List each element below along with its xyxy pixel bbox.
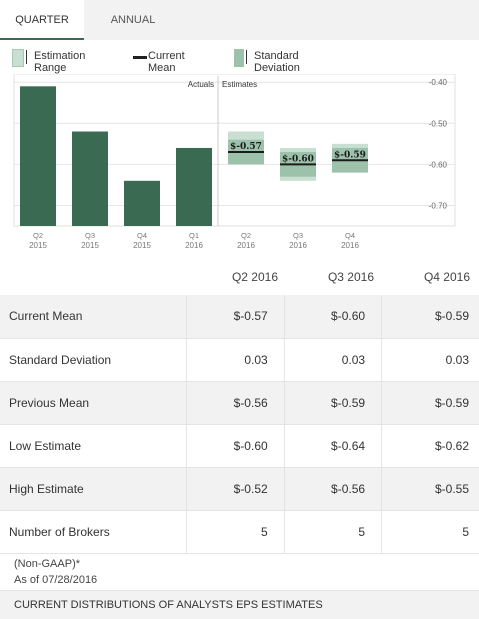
row-label: High Estimate	[0, 467, 187, 511]
table-row: High Estimate $-0.52 $-0.56 $-0.55	[0, 467, 479, 511]
col-header-q3-2016: Q3 2016	[327, 270, 374, 284]
cell-value: 5	[381, 510, 479, 554]
plot-frame	[13, 74, 456, 227]
table-row: Current Mean $-0.57 $-0.60 $-0.59	[0, 295, 479, 339]
current-mean-swatch	[133, 56, 147, 59]
legend-current-mean: Current Mean	[148, 50, 185, 74]
estimates-label: Estimates	[222, 80, 257, 89]
table-row: Low Estimate $-0.60 $-0.64 $-0.62	[0, 424, 479, 468]
estimates-table: Current Mean $-0.57 $-0.60 $-0.59 Standa…	[0, 295, 479, 554]
cell-value: $-0.52	[186, 467, 285, 511]
eps-chart: -0.40 -0.50 -0.60 -0.70 Actuals Estimates $-0.…	[0, 74, 479, 260]
x-tick-year: 2016	[185, 241, 203, 250]
estimation-range-tick	[26, 50, 27, 64]
cell-value: $-0.60	[283, 295, 382, 339]
actual-bar	[72, 131, 108, 226]
x-tick-quarter: Q4	[345, 231, 355, 240]
table-row: Standard Deviation 0.03 0.03 0.03	[0, 338, 479, 382]
x-tick-year: 2016	[289, 241, 307, 250]
cell-value: $-0.59	[381, 381, 479, 425]
cell-value: 5	[186, 510, 285, 554]
cell-value: $-0.60	[186, 424, 285, 468]
cell-value: 0.03	[283, 338, 382, 382]
actual-bar	[20, 86, 56, 226]
cell-value: $-0.62	[381, 424, 479, 468]
mean-data-label: $-0.59	[334, 150, 366, 160]
cell-value: $-0.55	[381, 467, 479, 511]
cell-value: $-0.59	[283, 381, 382, 425]
mean-data-label: $-0.57	[230, 142, 262, 152]
x-tick-quarter: Q1	[189, 231, 199, 240]
x-tick-year: 2015	[133, 241, 151, 250]
non-gaap-note: (Non-GAAP)*	[14, 558, 81, 570]
row-label: Standard Deviation	[0, 338, 187, 382]
cell-value: $-0.57	[186, 295, 285, 339]
actual-bar	[176, 147, 212, 226]
x-tick-quarter: Q3	[85, 231, 95, 240]
y-tick-label: -0.60	[429, 160, 448, 169]
actuals-label: Actuals	[188, 80, 214, 89]
cell-value: 5	[283, 510, 382, 554]
table-column-headers: Q2 2016 Q3 2016 Q4 2016	[0, 262, 479, 292]
actual-bar	[124, 180, 160, 226]
row-label: Previous Mean	[0, 381, 187, 425]
standard-deviation-tick	[246, 50, 247, 64]
x-tick-year: 2015	[29, 241, 47, 250]
x-tick-year: 2016	[237, 241, 255, 250]
x-tick-year: 2016	[341, 241, 359, 250]
as-of-date: As of 07/28/2016	[14, 574, 98, 586]
eps-chart-svg: -0.40 -0.50 -0.60 -0.70 Actuals Estimates $-0.…	[13, 74, 456, 250]
cell-value: $-0.56	[186, 381, 285, 425]
cell-value: $-0.64	[283, 424, 382, 468]
x-tick-quarter: Q2	[33, 231, 43, 240]
cell-value: 0.03	[186, 338, 285, 382]
legend-estimation-range: Estimation Range	[34, 50, 86, 74]
row-label: Current Mean	[0, 295, 187, 339]
cell-value: 0.03	[381, 338, 479, 382]
x-tick-quarter: Q4	[137, 231, 147, 240]
col-header-q4-2016: Q4 2016	[423, 270, 470, 284]
col-header-q2-2016: Q2 2016	[231, 270, 278, 284]
estimation-range-swatch	[12, 49, 24, 67]
y-tick-label: -0.40	[429, 78, 448, 87]
period-tabs: QUARTER ANNUAL	[0, 0, 479, 40]
row-label: Low Estimate	[0, 424, 187, 468]
tab-annual[interactable]: ANNUAL	[110, 14, 156, 26]
table-row: Number of Brokers 5 5 5	[0, 510, 479, 554]
footnote: (Non-GAAP)* As of 07/28/2016	[14, 556, 97, 588]
table-row: Previous Mean $-0.56 $-0.59 $-0.59	[0, 381, 479, 425]
cell-value: $-0.59	[381, 295, 479, 339]
x-tick-quarter: Q3	[293, 231, 303, 240]
distributions-section-header[interactable]: CURRENT DISTRIBUTIONS OF ANALYSTS EPS ES…	[0, 590, 479, 619]
y-tick-label: -0.70	[429, 201, 448, 210]
legend-standard-deviation: Standard Deviation	[254, 50, 300, 74]
y-tick-label: -0.50	[429, 119, 448, 128]
tab-quarter[interactable]: QUARTER	[0, 0, 84, 40]
standard-deviation-swatch	[234, 49, 244, 67]
row-label: Number of Brokers	[0, 510, 187, 554]
mean-data-label: $-0.60	[282, 154, 314, 164]
cell-value: $-0.56	[283, 467, 382, 511]
x-tick-year: 2015	[81, 241, 99, 250]
x-tick-quarter: Q2	[241, 231, 251, 240]
